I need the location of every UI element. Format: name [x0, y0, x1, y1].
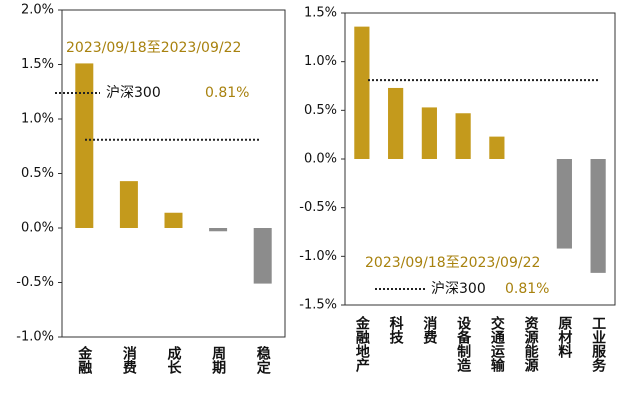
- bar: [556, 159, 572, 249]
- bar: [421, 107, 437, 159]
- x-tick-label: 交通运输: [489, 315, 505, 373]
- bar: [119, 181, 138, 228]
- y-tick-label: -1.0%: [299, 249, 337, 264]
- y-tick-label: -0.5%: [16, 275, 54, 290]
- y-tick-label: -0.5%: [299, 200, 337, 215]
- bar: [209, 228, 228, 232]
- x-tick-label: 周期: [210, 346, 226, 375]
- plot-frame: [61, 9, 286, 338]
- bar: [253, 228, 272, 284]
- x-tick-label: 成长: [166, 345, 182, 375]
- y-tick-label: -1.0%: [16, 330, 54, 345]
- x-tick-label: 资源能源: [523, 315, 539, 373]
- y-tick-label: 0.0%: [21, 221, 54, 236]
- legend-label: 沪深300: [106, 85, 161, 101]
- x-tick-label: 消费: [121, 345, 137, 375]
- legend-label: 沪深300: [431, 281, 486, 297]
- bar: [164, 212, 183, 228]
- y-tick-label: 1.0%: [21, 112, 54, 127]
- bar: [455, 113, 471, 159]
- x-tick-label: 金融地产: [354, 315, 371, 373]
- annotation: 2023/09/18至2023/09/22: [66, 40, 241, 56]
- bar: [75, 63, 94, 228]
- y-tick-label: 1.0%: [304, 54, 337, 69]
- x-tick-label: 消费: [421, 315, 437, 345]
- y-tick-label: 1.5%: [21, 57, 54, 72]
- y-tick-label: -1.5%: [299, 298, 337, 313]
- y-tick-label: 0.0%: [304, 152, 337, 167]
- y-tick-label: 0.5%: [304, 103, 337, 118]
- x-tick-label: 科技: [388, 315, 404, 345]
- y-tick-label: 1.5%: [304, 6, 337, 21]
- x-tick-label: 原材料: [556, 316, 572, 359]
- annotation: 2023/09/18至2023/09/22: [365, 255, 540, 271]
- x-tick-label: 工业服务: [590, 316, 606, 373]
- y-tick-label: 2.0%: [21, 3, 54, 18]
- reference-label: 0.81%: [205, 85, 249, 101]
- reference-label: 0.81%: [505, 281, 549, 297]
- x-tick-label: 金融: [76, 345, 93, 375]
- x-tick-label: 稳定: [255, 345, 271, 375]
- bar: [489, 136, 505, 159]
- bar: [590, 159, 606, 273]
- y-tick-label: 0.5%: [21, 166, 54, 181]
- x-tick-label: 设备制造: [455, 316, 472, 373]
- bar: [388, 87, 404, 159]
- bar: [354, 26, 370, 160]
